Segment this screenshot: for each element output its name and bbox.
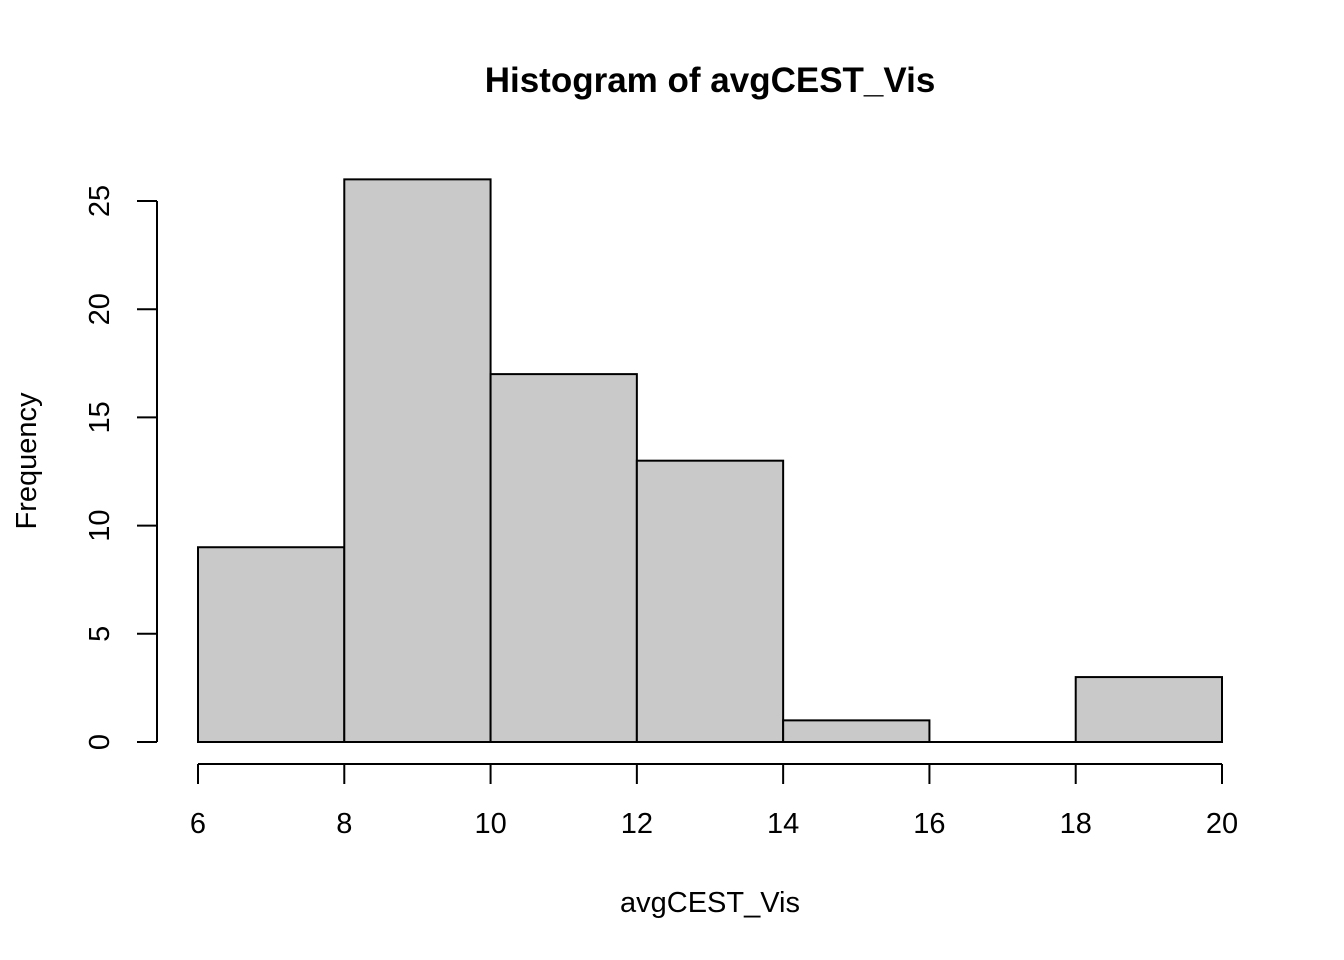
x-tick-label-12: 12 bbox=[621, 808, 653, 840]
x-tick-label-8: 8 bbox=[336, 808, 352, 840]
x-tick-label-6: 6 bbox=[190, 808, 206, 840]
y-tick-label-5: 5 bbox=[84, 626, 116, 642]
y-tick-label-20: 20 bbox=[84, 293, 116, 325]
histogram-bar-2 bbox=[489, 373, 638, 743]
x-tick-label-14: 14 bbox=[767, 808, 799, 840]
x-tick-label-16: 16 bbox=[913, 808, 945, 840]
y-axis: 0 5 10 15 20 25 bbox=[84, 185, 158, 750]
x-tick-label-20: 20 bbox=[1206, 808, 1238, 840]
y-tick-label-0: 0 bbox=[84, 734, 116, 750]
x-tick-label-10: 10 bbox=[474, 808, 506, 840]
y-axis-label: Frequency bbox=[11, 392, 43, 530]
x-tick-label-18: 18 bbox=[1060, 808, 1092, 840]
histogram-bar-1 bbox=[343, 178, 492, 744]
y-tick-label-10: 10 bbox=[84, 509, 116, 541]
y-tick-label-15: 15 bbox=[84, 401, 116, 433]
x-axis-label: avgCEST_Vis bbox=[620, 887, 800, 919]
x-axis: 6 8 10 12 14 16 18 20 bbox=[190, 763, 1238, 840]
histogram-bar-0 bbox=[197, 546, 346, 743]
histogram-bar-3 bbox=[635, 459, 785, 743]
bars-group bbox=[197, 178, 1223, 744]
y-tick-label-25: 25 bbox=[84, 185, 116, 217]
histogram-bar-4 bbox=[782, 719, 931, 743]
chart-title: Histogram of avgCEST_Vis bbox=[485, 61, 936, 100]
histogram-bar-6 bbox=[1074, 676, 1223, 744]
